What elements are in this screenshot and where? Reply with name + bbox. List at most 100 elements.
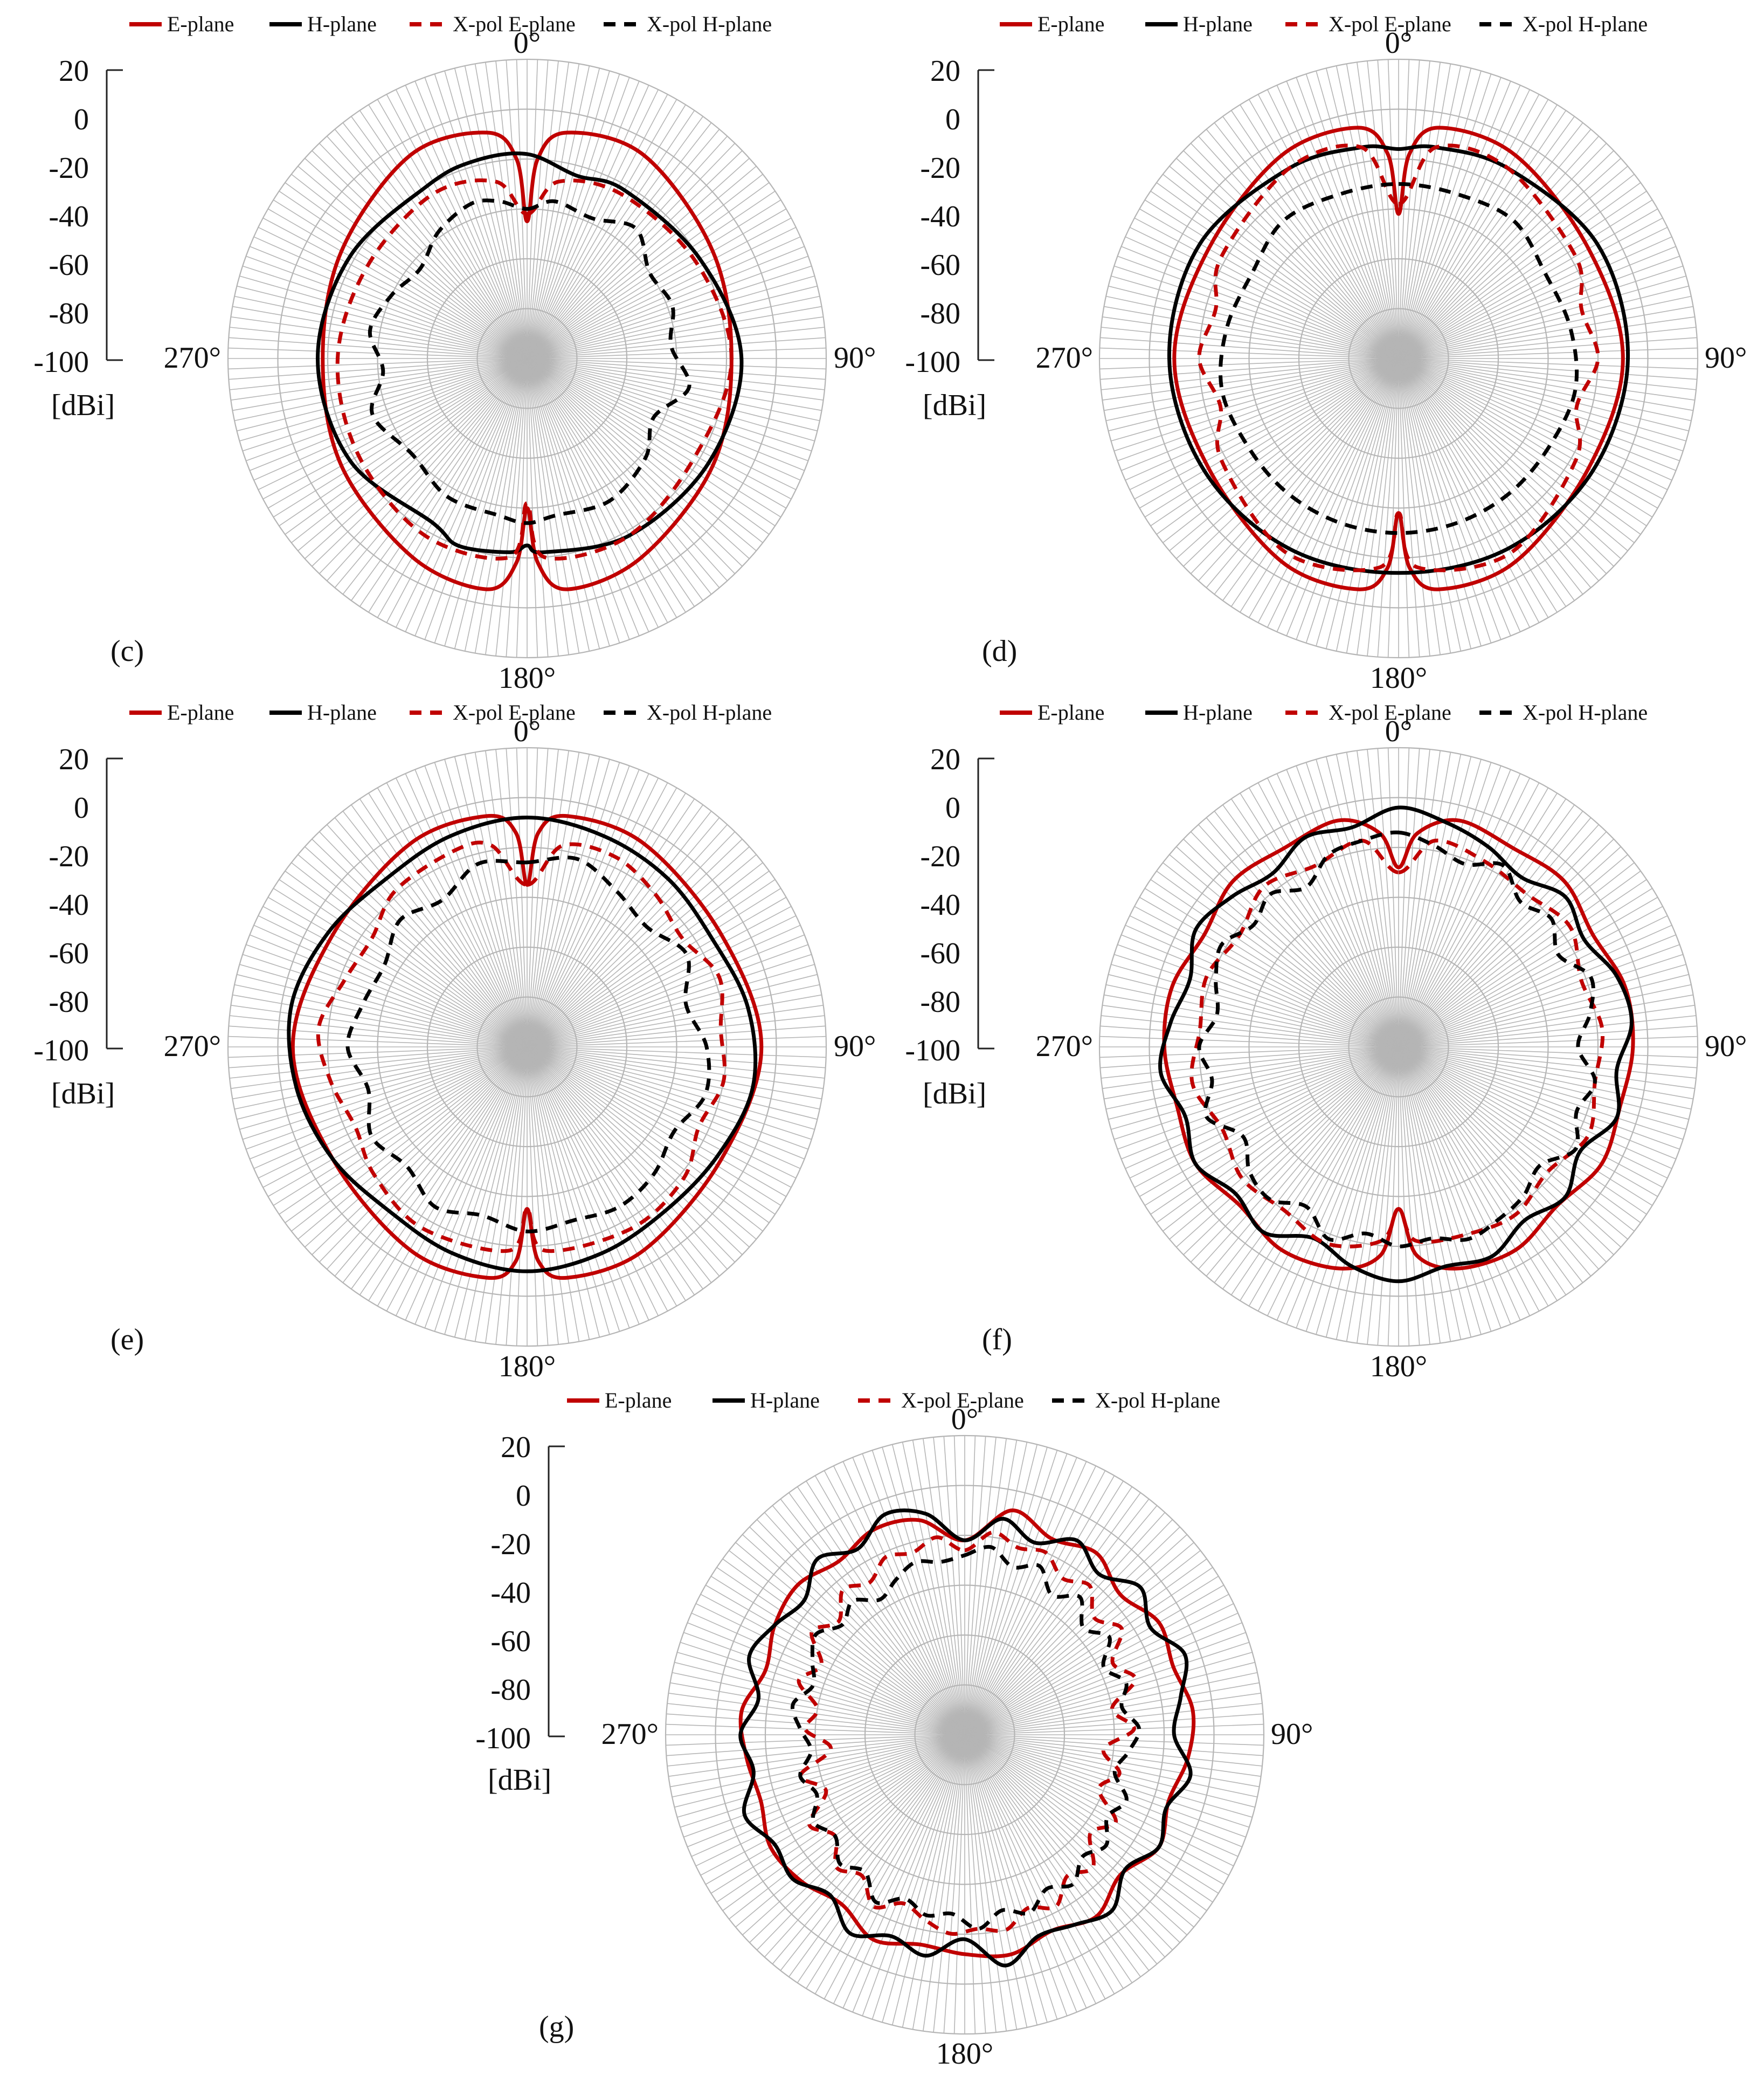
radial-tick-label: -80 (49, 985, 89, 1019)
panel-letter: (d) (982, 634, 1017, 668)
legend-label-h-plane: H-plane (307, 700, 377, 725)
panel-legend: E-plane H-plane X-pol E-plane X-pol H-pl… (567, 1388, 1220, 1412)
grid-ring (1149, 108, 1649, 609)
panel-legend: E-plane H-plane X-pol E-plane X-pol H-pl… (129, 12, 772, 36)
traces (1158, 805, 1635, 1284)
grid-ring (426, 258, 628, 459)
radial-tick-label: -80 (920, 297, 960, 330)
legend-label-e-plane: E-plane (605, 1388, 672, 1412)
radial-tick-label: -100 (475, 1722, 531, 1755)
trace-h-plane (1167, 144, 1630, 575)
angle-label-180: 180° (499, 661, 556, 695)
traces (316, 130, 744, 591)
angle-label-270: 270° (1036, 1030, 1093, 1063)
trace-xpol-e-plane (797, 1530, 1138, 1936)
radial-tick-label: 0 (74, 791, 89, 825)
radial-tick-label: -20 (49, 840, 89, 873)
trace-h-plane (316, 151, 744, 555)
panel-f: E-plane H-plane X-pol E-plane X-pol H-pl… (905, 700, 1747, 1383)
legend-label-xpol-e-plane: X-pol E-plane (901, 1388, 1024, 1412)
panel-letter: (g) (539, 2010, 574, 2044)
radial-tick-label: 0 (516, 1479, 531, 1513)
legend-label-h-plane: H-plane (1183, 700, 1253, 725)
angle-label-180: 180° (1370, 661, 1427, 695)
radial-tick-label: -100 (905, 346, 960, 379)
radial-tick-label: -40 (920, 888, 960, 922)
traces (1167, 126, 1630, 591)
radial-unit-label: [dBi] (488, 1763, 551, 1797)
radial-tick-label: -60 (490, 1625, 531, 1658)
grid-ring (277, 108, 777, 609)
radial-unit-label: [dBi] (923, 1077, 986, 1111)
trace-xpol-h-plane (345, 856, 711, 1233)
radial-tick-label: 20 (930, 743, 960, 776)
grid-ring (864, 1634, 1066, 1836)
legend-label-e-plane: E-plane (167, 12, 234, 36)
radial-tick-label: 20 (930, 54, 960, 88)
legend-label-e-plane: E-plane (1037, 700, 1104, 725)
radial-unit-label: [dBi] (51, 1077, 115, 1111)
legend-label-xpol-h-plane: X-pol H-plane (1523, 700, 1648, 725)
grid-ring (476, 996, 578, 1098)
traces (287, 813, 764, 1280)
panel-legend: E-plane H-plane X-pol E-plane X-pol H-pl… (1000, 700, 1648, 725)
grid-ring (426, 946, 628, 1148)
radial-tick-label: -60 (920, 937, 960, 970)
radial-tick-label: -80 (920, 985, 960, 1019)
trace-h-plane (738, 1508, 1193, 1968)
polar-grid (665, 1434, 1265, 2035)
grid-ring (1298, 946, 1499, 1148)
trace-xpol-h-plane (790, 1544, 1142, 1931)
panel-legend: E-plane H-plane X-pol E-plane X-pol H-pl… (1000, 12, 1648, 36)
grid-ring (476, 308, 578, 409)
radial-unit-label: [dBi] (923, 389, 986, 422)
grid-ring (914, 1684, 1015, 1785)
radial-tick-label: -40 (49, 200, 89, 233)
trace-xpol-e-plane (335, 178, 734, 561)
angle-label-270: 270° (1036, 341, 1093, 375)
grid-ring (1348, 308, 1449, 409)
angle-label-90: 90° (1705, 341, 1747, 375)
radial-tick-label: -60 (920, 249, 960, 282)
polar-grid (227, 58, 827, 659)
panel-legend: E-plane H-plane X-pol E-plane X-pol H-pl… (129, 700, 772, 725)
radial-tick-label: -40 (920, 200, 960, 233)
radial-scale: 20 0 -20 -40 -60 -80 -100 [dBi] (33, 743, 123, 1111)
radial-scale: 20 0 -20 -40 -60 -80 -100 [dBi] (905, 54, 994, 422)
polar-grid (227, 747, 827, 1347)
angle-label-0: 0° (1385, 715, 1412, 748)
radial-tick-label: -80 (490, 1673, 531, 1707)
legend-label-e-plane: E-plane (1037, 12, 1104, 36)
angle-label-90: 90° (1271, 1718, 1313, 1751)
grid-ring (227, 58, 827, 659)
panel-g: E-plane H-plane X-pol E-plane X-pol H-pl… (475, 1388, 1313, 2071)
grid-ring (1298, 258, 1499, 459)
panel-e: E-plane H-plane X-pol E-plane X-pol H-pl… (33, 700, 876, 1383)
grid-ring (1248, 896, 1549, 1197)
angle-label-90: 90° (834, 1030, 876, 1063)
radial-tick-label: -100 (905, 1034, 960, 1067)
radial-tick-label: -20 (490, 1528, 531, 1561)
trace-e-plane (321, 130, 734, 591)
angle-label-0: 0° (1385, 26, 1412, 60)
grid-ring (715, 1485, 1215, 1985)
grid-ring (1198, 158, 1599, 559)
grid-ring (764, 1534, 1165, 1935)
radial-tick-label: -60 (49, 937, 89, 970)
angle-label-90: 90° (834, 341, 876, 375)
radial-tick-label: -60 (49, 249, 89, 282)
angle-label-0: 0° (514, 26, 541, 60)
grid-ring (227, 747, 827, 1347)
radial-tick-label: 0 (945, 791, 960, 825)
angle-label-180: 180° (1370, 1350, 1427, 1383)
radial-scale: 20 0 -20 -40 -60 -80 -100 [dBi] (905, 743, 994, 1111)
legend-label-h-plane: H-plane (307, 12, 377, 36)
panel-letter: (c) (110, 634, 144, 668)
panel-c: E-plane H-plane X-pol E-plane X-pol H-pl… (33, 12, 876, 695)
grid-ring (1149, 797, 1649, 1297)
angle-label-180: 180° (936, 2037, 993, 2071)
legend-label-xpol-h-plane: X-pol H-plane (1095, 1388, 1220, 1412)
radial-tick-label: -40 (490, 1576, 531, 1610)
legend-label-xpol-e-plane: X-pol E-plane (1329, 700, 1451, 725)
